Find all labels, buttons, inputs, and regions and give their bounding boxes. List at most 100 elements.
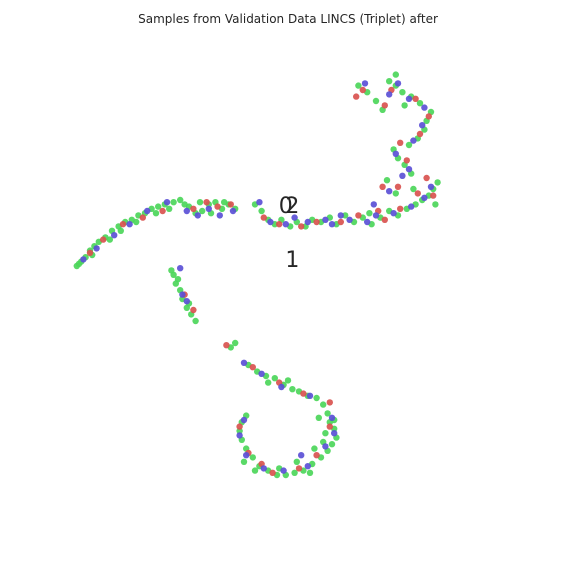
scatter-point [401, 102, 408, 109]
scatter-point [291, 214, 298, 221]
scatter-point [199, 207, 206, 215]
scatter-point [163, 199, 171, 206]
scatter-point [183, 298, 190, 305]
cluster-label: 2 [285, 194, 299, 219]
scatter-point [152, 210, 160, 217]
scatter-point [392, 150, 399, 157]
scatter-point [298, 223, 305, 230]
scatter-point [322, 430, 329, 437]
scatter-point [251, 467, 259, 474]
scatter-point [324, 410, 331, 417]
scatter-point [258, 207, 265, 215]
scatter-point [313, 394, 320, 402]
scatter-point [177, 265, 184, 272]
scatter-point [269, 469, 276, 476]
scatter-point [265, 379, 272, 386]
scatter-point [392, 190, 399, 197]
scatter-point [423, 174, 430, 182]
scatter-point [353, 93, 360, 100]
scatter-point [328, 441, 336, 448]
scatter-point [75, 260, 83, 267]
scatter-point [372, 212, 380, 219]
points-layer [73, 71, 441, 479]
scatter-point [386, 188, 393, 195]
scatter-point [236, 427, 243, 435]
scatter-point [227, 201, 234, 208]
scatter-point [403, 157, 410, 164]
scatter-point [410, 137, 417, 144]
scatter-point [249, 364, 256, 371]
scatter-point [425, 113, 432, 120]
scatter-point [412, 95, 419, 103]
cluster-label: 1 [285, 248, 299, 273]
scatter-point [179, 291, 186, 298]
scatter-point [419, 122, 426, 129]
scatter-point [181, 201, 188, 208]
scatter-point [397, 205, 404, 212]
scatter-point [276, 221, 283, 228]
scatter-point [304, 463, 311, 470]
scatter-point [80, 256, 87, 263]
cluster-labels: 02 1 [279, 194, 300, 273]
scatter-point [282, 221, 289, 228]
scatter-point [190, 306, 197, 314]
scatter-point [392, 71, 399, 78]
scatter-point [315, 414, 322, 421]
scatter-point [381, 102, 388, 109]
scatter-point [355, 82, 362, 89]
scatter-point [258, 370, 265, 377]
scatter-point [236, 432, 243, 439]
scatter-point [383, 177, 391, 184]
scatter-point [320, 401, 327, 408]
scatter-point [216, 212, 223, 219]
scatter-point [205, 205, 212, 212]
scatter-point [337, 212, 344, 219]
scatter-point [342, 212, 349, 219]
scatter-point [364, 218, 371, 226]
scatter-point [271, 375, 278, 382]
scatter-point [221, 199, 228, 206]
scatter-point [291, 469, 298, 476]
scatter-point [427, 183, 435, 190]
scatter-point [159, 207, 166, 215]
scatter-point [381, 216, 388, 223]
scatter-point [249, 454, 256, 461]
scatter-point [386, 78, 393, 85]
scatter-point [203, 199, 210, 206]
scatter-point [432, 201, 439, 208]
scatter-point [430, 192, 437, 199]
scatter-point [313, 452, 320, 459]
scatter-point [304, 218, 311, 226]
scatter-point [322, 216, 329, 223]
scatter-point [405, 166, 413, 173]
scatter-point [311, 445, 318, 452]
scatter-point [172, 280, 179, 287]
scatter-point [192, 317, 199, 325]
scatter-point [170, 271, 177, 278]
scatter-point [284, 377, 292, 384]
scatter-point [240, 359, 248, 366]
scatter-point [100, 236, 107, 243]
scatter-point [434, 179, 441, 186]
scatter-point [421, 104, 428, 111]
scatter-point [183, 207, 190, 215]
scatter-point [394, 80, 402, 87]
scatter-point [295, 465, 303, 472]
scatter-point [399, 89, 406, 96]
scatter-point [414, 190, 421, 197]
scatter-point [326, 399, 333, 406]
scatter-point [214, 203, 221, 210]
scatter-point [260, 214, 267, 221]
scatter-point [240, 458, 248, 465]
chart-title: Samples from Validation Data LINCS (Trip… [138, 12, 438, 26]
scatter-point [379, 183, 386, 190]
scatter-point [155, 203, 162, 210]
scatter-point [366, 210, 373, 217]
scatter-point [190, 205, 197, 212]
scatter-point [106, 236, 114, 243]
scatter-point [331, 430, 338, 437]
scatter-point [86, 249, 94, 256]
scatter-point [177, 196, 184, 204]
scatter-point [278, 383, 285, 391]
